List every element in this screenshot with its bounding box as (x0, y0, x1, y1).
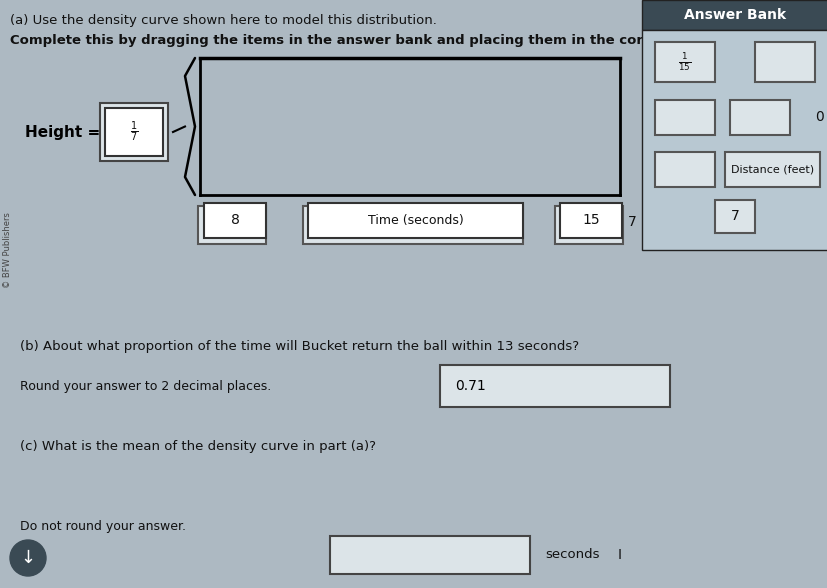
Text: Do not round your answer.: Do not round your answer. (20, 520, 186, 533)
FancyBboxPatch shape (105, 108, 163, 156)
Text: 8: 8 (230, 213, 239, 228)
Text: seconds: seconds (544, 549, 599, 562)
Text: 0.71: 0.71 (455, 379, 485, 393)
FancyBboxPatch shape (439, 365, 669, 407)
FancyBboxPatch shape (100, 103, 168, 161)
FancyBboxPatch shape (308, 203, 523, 238)
Text: 7: 7 (729, 209, 739, 223)
FancyBboxPatch shape (641, 0, 827, 30)
Text: $\frac{1}{7}$: $\frac{1}{7}$ (130, 120, 138, 144)
Text: Complete this by dragging the items in the answer bank and placing them in the c: Complete this by dragging the items in t… (10, 34, 713, 47)
Text: 0: 0 (815, 110, 824, 124)
FancyBboxPatch shape (754, 42, 814, 82)
Text: (a) Use the density curve shown here to model this distribution.: (a) Use the density curve shown here to … (10, 14, 437, 27)
FancyBboxPatch shape (303, 206, 523, 244)
Text: ↓: ↓ (21, 549, 36, 567)
FancyBboxPatch shape (654, 152, 715, 187)
FancyBboxPatch shape (198, 206, 265, 244)
Text: I: I (617, 548, 621, 562)
Circle shape (10, 540, 46, 576)
Text: 15: 15 (581, 213, 599, 228)
FancyBboxPatch shape (654, 100, 715, 135)
FancyBboxPatch shape (559, 203, 621, 238)
FancyBboxPatch shape (554, 206, 622, 244)
Text: (c) What is the mean of the density curve in part (a)?: (c) What is the mean of the density curv… (20, 440, 375, 453)
FancyBboxPatch shape (203, 203, 265, 238)
Text: © BFW Publishers: © BFW Publishers (3, 212, 12, 288)
Text: Time (seconds): Time (seconds) (367, 214, 463, 227)
FancyBboxPatch shape (724, 152, 819, 187)
Text: Answer Bank: Answer Bank (683, 8, 785, 22)
FancyBboxPatch shape (654, 42, 715, 82)
Text: (b) About what proportion of the time will Bucket return the ball within 13 seco: (b) About what proportion of the time wi… (20, 340, 578, 353)
Text: $\frac{1}{15}$: $\frac{1}{15}$ (677, 51, 691, 73)
Text: Distance (feet): Distance (feet) (730, 165, 813, 175)
FancyBboxPatch shape (715, 200, 754, 233)
Text: Height =: Height = (25, 125, 100, 139)
Text: Round your answer to 2 decimal places.: Round your answer to 2 decimal places. (20, 380, 271, 393)
FancyBboxPatch shape (641, 30, 827, 250)
FancyBboxPatch shape (729, 100, 789, 135)
FancyBboxPatch shape (330, 536, 529, 574)
Text: 7: 7 (627, 215, 636, 229)
